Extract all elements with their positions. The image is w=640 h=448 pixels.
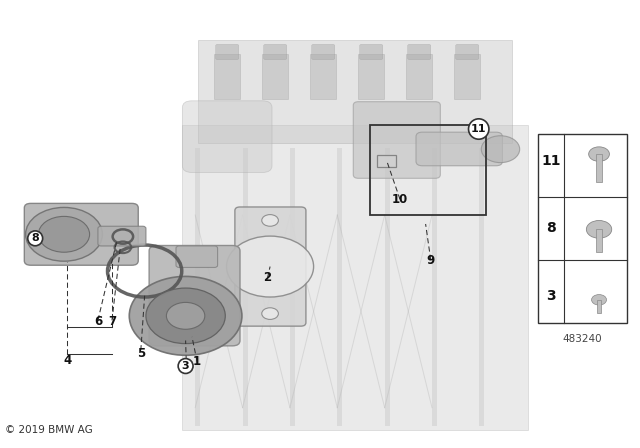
Text: 9: 9 — [427, 254, 435, 267]
Text: 8: 8 — [546, 221, 556, 236]
Text: 3: 3 — [546, 289, 556, 303]
Circle shape — [26, 207, 102, 261]
FancyBboxPatch shape — [182, 125, 528, 430]
Bar — [195, 148, 200, 426]
FancyBboxPatch shape — [216, 44, 239, 60]
FancyBboxPatch shape — [456, 44, 479, 60]
Bar — [358, 54, 384, 99]
Bar — [385, 148, 390, 426]
Text: 8: 8 — [31, 233, 39, 243]
FancyBboxPatch shape — [24, 203, 138, 265]
Bar — [337, 148, 342, 426]
FancyBboxPatch shape — [312, 44, 335, 60]
Circle shape — [589, 147, 609, 161]
Circle shape — [146, 288, 225, 344]
Text: 11: 11 — [541, 154, 561, 168]
FancyBboxPatch shape — [408, 44, 431, 60]
Text: 10: 10 — [392, 193, 408, 206]
Text: 483240: 483240 — [563, 334, 602, 344]
FancyBboxPatch shape — [360, 44, 383, 60]
Text: 5: 5 — [137, 347, 145, 361]
Bar — [596, 300, 602, 313]
Text: 6: 6 — [94, 315, 102, 328]
Bar — [479, 148, 484, 426]
Circle shape — [262, 215, 278, 226]
FancyBboxPatch shape — [416, 132, 502, 166]
Bar — [243, 148, 248, 426]
Bar — [214, 54, 240, 99]
Text: © 2019 BMW AG: © 2019 BMW AG — [5, 426, 93, 435]
Text: 4: 4 — [63, 354, 71, 367]
FancyBboxPatch shape — [98, 226, 146, 246]
FancyBboxPatch shape — [353, 102, 440, 178]
FancyBboxPatch shape — [235, 207, 306, 326]
Bar — [370, 125, 486, 215]
Text: 11: 11 — [471, 124, 486, 134]
Circle shape — [262, 308, 278, 319]
Bar — [377, 155, 396, 167]
Bar — [290, 148, 295, 426]
Bar — [538, 134, 627, 323]
Circle shape — [591, 295, 607, 305]
Bar — [406, 54, 432, 99]
FancyBboxPatch shape — [264, 44, 287, 60]
Bar — [310, 54, 336, 99]
Text: 1: 1 — [193, 355, 201, 368]
Circle shape — [481, 136, 520, 163]
Bar — [262, 54, 288, 99]
FancyBboxPatch shape — [182, 101, 272, 172]
Text: 3: 3 — [182, 361, 189, 371]
Circle shape — [166, 302, 205, 329]
FancyBboxPatch shape — [149, 246, 240, 346]
Bar — [596, 229, 602, 252]
Text: 2: 2 — [264, 271, 271, 284]
Bar — [432, 148, 437, 426]
Bar — [454, 54, 480, 99]
Text: 7: 7 — [108, 315, 116, 328]
Circle shape — [227, 236, 314, 297]
Bar — [596, 154, 602, 182]
FancyBboxPatch shape — [176, 246, 218, 267]
Circle shape — [129, 276, 242, 355]
FancyBboxPatch shape — [198, 40, 512, 143]
Circle shape — [38, 216, 90, 252]
Circle shape — [586, 220, 612, 238]
